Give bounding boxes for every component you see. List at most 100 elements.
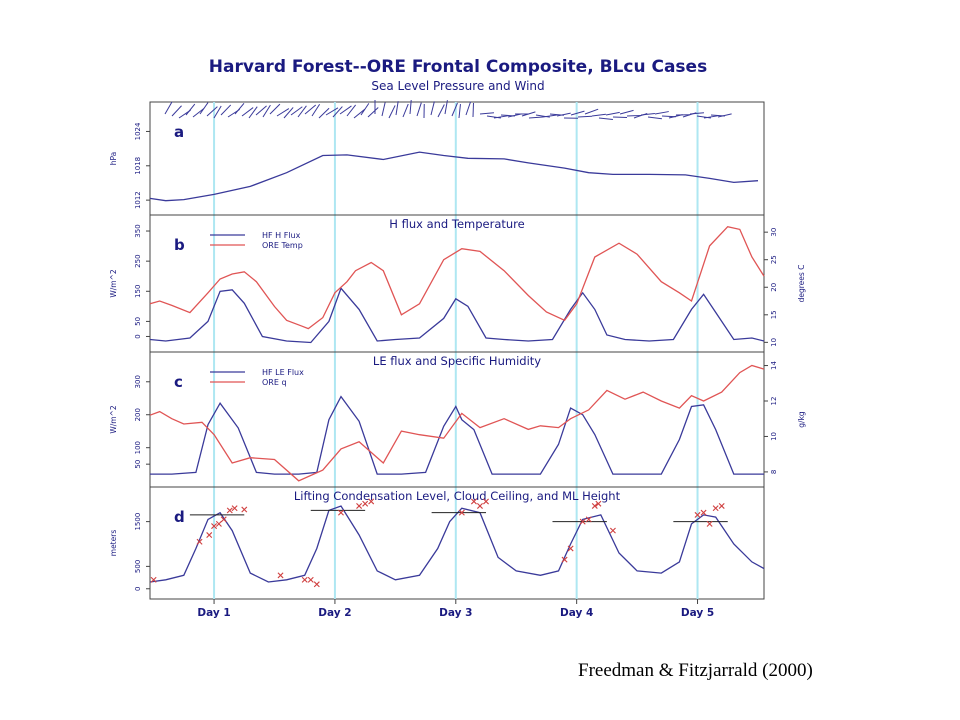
ytick-right-label-c: 12 bbox=[770, 397, 778, 406]
wind-barb bbox=[360, 103, 370, 116]
ytick-label-d: 500 bbox=[134, 560, 142, 573]
wind-barb bbox=[528, 116, 544, 119]
ylabel-right-c: g/kg bbox=[797, 411, 806, 428]
lcl-marker-3 bbox=[211, 523, 218, 530]
wind-barb bbox=[570, 110, 585, 116]
lcl-marker-12 bbox=[313, 581, 320, 588]
lcl-marker-10 bbox=[301, 576, 308, 583]
wind-barb bbox=[325, 107, 339, 116]
ytick-right-label-b: 15 bbox=[770, 310, 778, 319]
ytick-right-label-b: 20 bbox=[770, 283, 778, 292]
lcl-marker-11 bbox=[307, 576, 314, 583]
wind-barb bbox=[234, 102, 245, 115]
wind-barb bbox=[290, 106, 303, 116]
lcl-marker-14 bbox=[356, 502, 363, 509]
lcl-marker-4 bbox=[215, 520, 222, 527]
ytick-label-c: 200 bbox=[134, 408, 142, 421]
legend-label-c-0: HF LE Flux bbox=[262, 368, 304, 377]
ytick-right-label-c: 14 bbox=[770, 361, 778, 370]
wind-barb bbox=[493, 115, 508, 119]
legend-label-b-0: HF H Flux bbox=[262, 231, 301, 240]
lcl-marker-5 bbox=[220, 516, 227, 523]
ytick-label-b: 50 bbox=[134, 317, 142, 326]
wind-barb bbox=[353, 108, 366, 119]
wind-barb bbox=[409, 100, 412, 115]
ylabel-c: W/m^2 bbox=[109, 405, 118, 434]
ytick-label-a: 1012 bbox=[134, 191, 142, 209]
series-line-b-0 bbox=[149, 287, 765, 344]
lcl-marker-1 bbox=[196, 538, 203, 545]
wind-barb bbox=[703, 115, 718, 119]
wind-barb bbox=[297, 105, 307, 118]
wind-barb bbox=[220, 104, 232, 116]
wind-barb bbox=[591, 113, 606, 117]
lcl-marker-18 bbox=[470, 498, 477, 505]
xtick-label: Day 3 bbox=[439, 607, 472, 619]
panel-label-b: b bbox=[174, 236, 185, 254]
wind-barb bbox=[619, 109, 634, 115]
wind-barb bbox=[269, 103, 281, 115]
ytick-label-a: 1018 bbox=[134, 157, 142, 175]
wind-barb bbox=[458, 104, 461, 119]
wind-barb bbox=[192, 107, 205, 118]
wind-barb bbox=[213, 105, 222, 119]
panel-title-c: LE flux and Specific Humidity bbox=[373, 354, 541, 368]
legend-label-c-1: ORE q bbox=[262, 378, 287, 387]
panel-label-d: d bbox=[174, 508, 185, 526]
wind-barb bbox=[283, 107, 294, 119]
wind-barb bbox=[430, 101, 435, 116]
ytick-right-label-b: 25 bbox=[770, 255, 778, 264]
wind-barb bbox=[304, 104, 317, 115]
wind-barb bbox=[584, 108, 599, 115]
wind-barb bbox=[465, 101, 472, 116]
wind-barb bbox=[654, 111, 669, 115]
lcl-marker-22 bbox=[567, 545, 574, 552]
wind-barb bbox=[318, 107, 330, 119]
lcl-marker-31 bbox=[712, 505, 719, 512]
ylabel-b: W/m^2 bbox=[109, 269, 118, 298]
wind-barb bbox=[416, 102, 422, 117]
xtick-label: Day 1 bbox=[197, 607, 230, 619]
panel-label-a: a bbox=[174, 123, 184, 141]
wind-barb bbox=[339, 105, 352, 115]
ytick-label-a: 1024 bbox=[134, 122, 142, 140]
wind-barb bbox=[395, 101, 399, 116]
wind-barb bbox=[381, 102, 386, 117]
lcl-marker-25 bbox=[591, 502, 598, 509]
lcl-marker-16 bbox=[368, 498, 375, 505]
wind-barb bbox=[255, 105, 267, 116]
lcl-marker-29 bbox=[700, 509, 707, 516]
wind-barb bbox=[346, 104, 357, 117]
wind-barb bbox=[248, 106, 258, 119]
wind-barb bbox=[402, 103, 409, 118]
wind-barb bbox=[206, 106, 218, 117]
lcl-marker-13 bbox=[337, 509, 344, 516]
ytick-label-b: 0 bbox=[134, 334, 142, 338]
wind-barb bbox=[164, 101, 173, 115]
wind-barb bbox=[556, 112, 571, 117]
lcl-marker-15 bbox=[362, 500, 369, 507]
chart-subtitle: Sea Level Pressure and Wind bbox=[371, 79, 544, 93]
wind-barb bbox=[542, 114, 557, 118]
wind-barb bbox=[479, 112, 494, 115]
ytick-label-b: 350 bbox=[134, 224, 142, 237]
lcl-marker-2 bbox=[206, 532, 213, 539]
ylabel-a: hPa bbox=[109, 152, 118, 166]
wind-barb bbox=[388, 105, 396, 119]
lcl-marker-0 bbox=[150, 576, 157, 583]
ylabel-d: meters bbox=[109, 530, 118, 557]
lcl-marker-26 bbox=[595, 500, 602, 507]
wind-barb bbox=[521, 111, 536, 117]
wind-barb bbox=[437, 104, 445, 118]
wind-barb bbox=[717, 113, 732, 118]
series-line-c-0 bbox=[150, 395, 764, 475]
chart-title: Harvard Forest--ORE Frontal Composite, B… bbox=[209, 57, 707, 77]
wind-barb bbox=[640, 113, 655, 116]
ytick-right-label-b: 10 bbox=[770, 338, 778, 347]
ytick-label-c: 100 bbox=[134, 441, 142, 454]
ytick-label-d: 1500 bbox=[134, 513, 142, 531]
wind-barb bbox=[647, 116, 662, 120]
panel-label-c: c bbox=[174, 373, 183, 391]
wind-barb bbox=[276, 108, 290, 117]
wind-barb bbox=[185, 103, 196, 116]
